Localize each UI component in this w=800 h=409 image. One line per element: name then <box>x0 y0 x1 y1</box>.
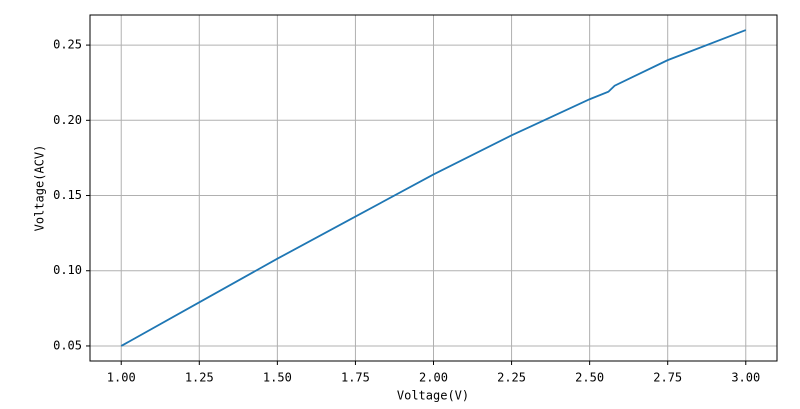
x-tick-label: 1.75 <box>341 371 370 385</box>
x-tick-label: 2.00 <box>419 371 448 385</box>
y-tick-label: 0.10 <box>53 263 82 277</box>
x-tick-label: 2.50 <box>575 371 604 385</box>
x-tick-label: 1.50 <box>263 371 292 385</box>
plot-frame <box>89 14 778 362</box>
data-line <box>120 29 747 347</box>
x-tick-label: 1.00 <box>107 371 136 385</box>
x-axis-label: Voltage(V) <box>397 389 469 403</box>
y-tick-label: 0.15 <box>53 188 82 202</box>
x-tick-label: 1.25 <box>185 371 214 385</box>
x-tick-label: 2.75 <box>653 371 682 385</box>
y-axis-label: Voltage(ACV) <box>33 145 47 232</box>
y-tick-label: 0.25 <box>53 38 82 52</box>
x-tick-label: 3.00 <box>731 371 760 385</box>
x-tick-label: 2.25 <box>497 371 526 385</box>
y-tick-label: 0.05 <box>53 338 82 352</box>
y-tick-label: 0.20 <box>53 113 82 127</box>
